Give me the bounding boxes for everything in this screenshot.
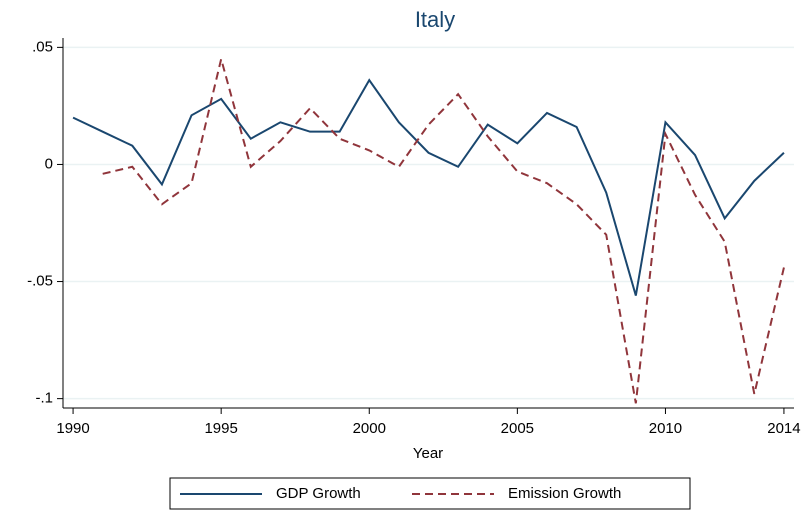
- x-tick-label: 1990: [56, 420, 89, 437]
- x-tick-label: 2014: [767, 420, 800, 437]
- series-line: [102, 58, 785, 404]
- legend-label: GDP Growth: [276, 485, 361, 502]
- y-tick-label: .05: [32, 38, 53, 55]
- y-tick-label: -.1: [35, 390, 53, 407]
- y-tick-label: 0: [45, 155, 53, 172]
- x-tick-label: 2000: [353, 420, 386, 437]
- series-line: [72, 78, 785, 296]
- x-tick-label: 2005: [501, 420, 534, 437]
- legend-label: Emission Growth: [508, 485, 621, 502]
- x-axis-title: Year: [413, 445, 443, 462]
- x-tick-label: 1995: [204, 420, 237, 437]
- y-tick-label: -.05: [27, 273, 53, 290]
- chart-title: Italy: [415, 7, 455, 32]
- x-tick-label: 2010: [649, 420, 682, 437]
